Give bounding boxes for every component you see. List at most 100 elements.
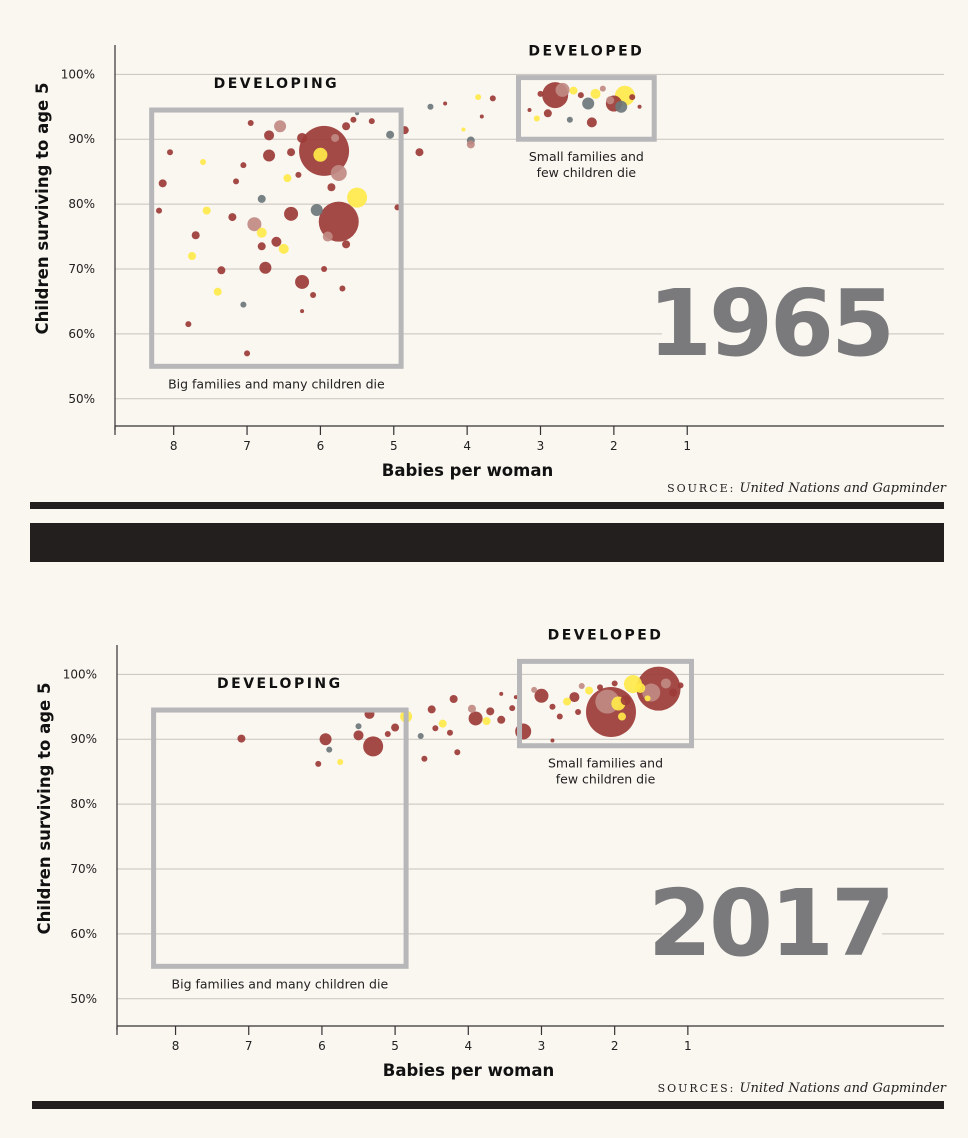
data-point [636, 666, 681, 711]
y-axis-label: Children surviving to age 5 [35, 683, 54, 935]
data-point [513, 695, 518, 700]
data-point [549, 703, 556, 710]
data-point [384, 731, 391, 738]
data-point [629, 94, 636, 101]
data-point [228, 213, 237, 222]
data-point [326, 746, 333, 753]
x-axis-label: Babies per woman [383, 1061, 554, 1080]
data-point [637, 104, 642, 109]
plot-area: 50% 60% 70% 80% 90% 100% 8 7 6 5 4 3 2 1 Babies per wo… [35, 627, 944, 1080]
source-label: SOURCE: [667, 482, 736, 495]
data-point [611, 696, 626, 711]
data-point [569, 692, 580, 703]
data-point [368, 118, 375, 125]
data-point [363, 736, 384, 757]
x-tick-label: 1 [683, 439, 691, 453]
data-point [642, 683, 661, 702]
data-point [449, 695, 458, 704]
y-tick-label: 50% [68, 392, 95, 406]
data-point [486, 707, 495, 716]
source-text: United Nations and Gapminder [739, 1081, 947, 1096]
x-tick-label: 3 [538, 1039, 546, 1053]
developed-caption: Small families and [548, 756, 663, 771]
data-point [217, 266, 226, 275]
data-point [337, 758, 344, 765]
x-tick-label: 3 [537, 439, 545, 453]
data-point [355, 723, 362, 730]
data-point [421, 755, 428, 762]
y-axis-label: Children surviving to age 5 [33, 83, 52, 335]
data-point [615, 100, 628, 113]
data-point [660, 678, 671, 689]
data-point [319, 733, 332, 746]
data-point [257, 242, 266, 251]
x-tick-label: 7 [243, 439, 251, 453]
data-point [556, 713, 563, 720]
developing-box [149, 107, 404, 369]
data-point [247, 120, 254, 127]
developing-title: DEVELOPING [217, 676, 343, 692]
data-point [240, 301, 247, 308]
data-point [461, 127, 466, 132]
data-point [339, 285, 346, 292]
data-point [482, 717, 491, 726]
data-point [237, 734, 246, 743]
data-point [318, 201, 359, 242]
developed-title: DEVELOPED [528, 44, 644, 60]
data-point [415, 148, 424, 157]
data-point [617, 712, 626, 721]
data-point [475, 94, 482, 101]
data-point [213, 287, 222, 296]
data-point [446, 729, 453, 736]
data-point [347, 187, 368, 208]
data-point [606, 96, 615, 105]
data-point [386, 130, 395, 139]
x-tick-label: 4 [464, 1039, 472, 1053]
y-tick-label: 90% [68, 132, 95, 146]
data-point [620, 695, 631, 706]
x-tick-label: 4 [463, 439, 471, 453]
data-point [350, 116, 357, 123]
data-point [427, 103, 434, 110]
year-label: 2017 [648, 870, 892, 977]
data-point [566, 116, 573, 123]
data-point [300, 309, 305, 314]
data-point [327, 183, 336, 192]
data-point [274, 120, 287, 133]
developing-caption: Big families and many children die [172, 976, 389, 991]
data-point [158, 179, 167, 188]
x-tick-label: 1 [684, 1039, 692, 1053]
data-point [569, 86, 578, 95]
developing-box [151, 707, 409, 969]
data-point [391, 723, 400, 732]
data-point [533, 115, 540, 122]
developed-box [517, 658, 695, 749]
y-tick-label: 90% [70, 732, 97, 746]
data-point [427, 705, 436, 714]
source-note-2017: SOURCES: United Nations and Gapminder [658, 1081, 946, 1096]
x-tick-label: 7 [245, 1039, 253, 1053]
data-point [322, 231, 333, 242]
data-point [295, 274, 310, 289]
data-point [515, 723, 532, 740]
data-point [479, 114, 484, 119]
data-point [577, 92, 584, 99]
data-point [454, 749, 461, 756]
data-point [537, 90, 544, 97]
data-point [321, 265, 328, 272]
data-point [353, 730, 364, 741]
data-point [597, 684, 604, 691]
data-point [575, 708, 582, 715]
data-point [191, 231, 200, 240]
developed-box [515, 75, 657, 142]
developed-caption: few children die [537, 165, 637, 180]
y-tick-label: 80% [70, 797, 97, 811]
data-point [283, 174, 292, 183]
data-point [310, 291, 317, 298]
data-point [247, 217, 262, 232]
data-point [256, 227, 267, 238]
data-point [295, 171, 302, 178]
x-tick-label: 2 [610, 439, 618, 453]
x-axis-label: Babies per woman [382, 461, 553, 480]
data-point [467, 704, 476, 713]
